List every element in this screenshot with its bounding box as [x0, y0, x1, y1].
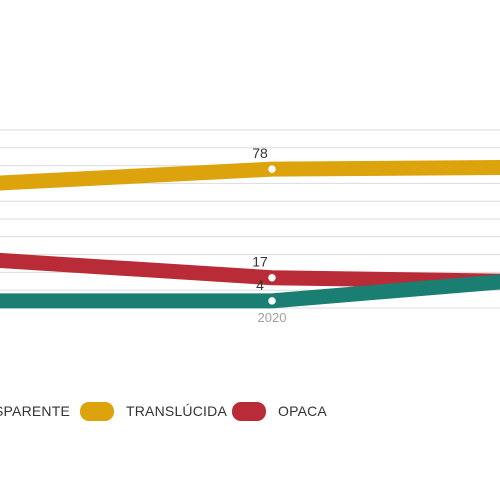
data-label-opaca: 17: [252, 254, 268, 270]
data-labels: 78 17 4: [252, 145, 268, 293]
legend-item-opaca[interactable]: OPACA: [232, 398, 327, 424]
x-axis-ticks: 2020: [258, 310, 287, 325]
data-points: [266, 163, 278, 307]
legend-swatch-translucida: [80, 401, 114, 421]
legend-item-translucida[interactable]: TRANSLÚCIDA: [80, 398, 227, 424]
data-point-opaca[interactable]: [266, 272, 278, 283]
legend-item-transparente[interactable]: SPARENTE: [0, 398, 70, 424]
x-tick-label: 2020: [258, 310, 287, 325]
series-line-transparente: [0, 274, 500, 309]
data-point-translucida[interactable]: [266, 163, 278, 175]
legend-swatch-opaca: [232, 401, 266, 421]
series-line-opaca: [0, 252, 500, 289]
data-label-transparente: 4: [256, 277, 264, 293]
series-lines: [0, 159, 500, 309]
data-point-transparente[interactable]: [266, 295, 278, 307]
series-line-translucida: [0, 159, 500, 191]
legend: SPARENTE TRANSLÚCIDA OPACA: [0, 398, 500, 424]
legend-label-transparente: SPARENTE: [0, 403, 71, 419]
data-label-translucida: 78: [252, 145, 268, 161]
legend-label-translucida: TRANSLÚCIDA: [126, 403, 227, 419]
legend-label-opaca: OPACA: [278, 403, 327, 419]
